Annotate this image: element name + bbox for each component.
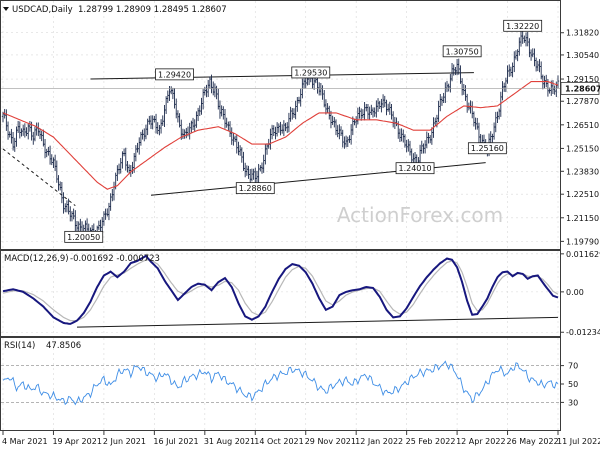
macd-trendlines: [76, 316, 559, 328]
price-level-label: 1.20050: [67, 233, 100, 242]
rsi-y-tick-label: 70: [568, 362, 578, 371]
price-y-tick-label: 1.26510: [566, 121, 599, 130]
price-level-box: [291, 66, 331, 79]
price-level-label: 1.28860: [239, 184, 272, 193]
price-annotations: 1.29420 1.29530 1.30750 1.32220 1.28860 1.240…: [64, 19, 543, 243]
x-tick-label: 16 Jul 2021: [153, 437, 198, 446]
x-tick-label: 19 Apr 2021: [52, 437, 101, 446]
x-axis: 4 Mar 2021 19 Apr 2021 2 Jun 2021 16 Jul 20…: [2, 431, 600, 446]
price-y-axis: 1.31820 1.30540 1.29150 1.27870 1.26510 1.251…: [1, 29, 600, 246]
macd-lines: [2, 254, 559, 325]
price-trendline: [90, 72, 474, 80]
macd-panel-frame: [0, 250, 561, 337]
price-level-label: 1.24010: [398, 164, 431, 173]
ohlc-values: 1.28799 1.28909 1.28495 1.28607: [78, 5, 227, 15]
price-level-label: 1.29420: [158, 70, 191, 79]
x-tick-label: 11 Jul 2022: [557, 437, 600, 446]
macd-label: MACD(12,26,9): [4, 254, 69, 264]
rsi-line: [2, 360, 559, 406]
price-y-tick-label: 1.19790: [566, 237, 599, 246]
rsi-y-tick-label: 50: [568, 380, 578, 389]
current-price-box: [560, 82, 600, 95]
price-y-tick-label: 1.30540: [566, 51, 599, 60]
price-level-label: 1.29530: [294, 68, 327, 77]
rsi-grid: [1, 338, 560, 430]
macd-grid: [1, 251, 560, 336]
price-level-label: 1.32220: [506, 22, 539, 31]
macd-values: -0.001692 -0.000723: [70, 254, 160, 264]
x-tick-label: 2 Jun 2021: [103, 437, 146, 446]
x-tick-label: 25 Feb 2022: [406, 437, 456, 446]
x-tick-label: 26 May 2022: [507, 437, 559, 446]
macd-y-tick-label: 0.011629: [566, 250, 600, 259]
price-level-box: [503, 19, 543, 32]
price-level-box: [155, 68, 194, 81]
macd-y-tick-label: 0.00: [566, 288, 584, 297]
symbol-menu-arrow-icon[interactable]: [3, 7, 9, 11]
x-tick-label: 12 Apr 2022: [456, 437, 505, 446]
price-level-label: 1.25160: [471, 144, 504, 153]
x-tick-label: 31 Aug 2021: [204, 437, 255, 446]
rsi-label: RSI(14): [4, 341, 35, 351]
watermark: ActionForex.com: [337, 203, 503, 227]
price-y-tick-label: 1.29150: [566, 75, 599, 84]
macd-y-tick-label: -0.012348: [566, 328, 600, 337]
rsi-y-axis: 70 50 30: [560, 362, 578, 407]
symbol-label: USDCAD,Daily: [12, 5, 73, 15]
price-level-box: [235, 182, 275, 195]
rsi-panel: 70 50 30 RSI(14) 47.8506: [0, 337, 578, 431]
price-y-tick-label: 1.27870: [566, 97, 599, 106]
rsi-lines: [2, 360, 559, 406]
macd-main-line: [2, 254, 559, 325]
price-y-tick-label: 1.22510: [566, 190, 599, 199]
price-panel: ActionForex.com 1.29420 1.295301.307501.3…: [0, 0, 600, 250]
current-price-label: 1.28607: [565, 84, 600, 93]
macd-panel: 0.011629 0.00 -0.012348 MACD(12,26,9) -0.0…: [0, 250, 600, 337]
macd-y-axis: 0.011629 0.00 -0.012348: [560, 250, 600, 337]
price-y-tick-label: 1.21150: [566, 214, 599, 223]
price-level-box: [467, 142, 507, 155]
rsi-y-tick-label: 30: [568, 398, 578, 407]
macd-signal-line: [2, 259, 559, 322]
price-level-box: [442, 45, 482, 58]
macd-trendline: [76, 316, 559, 328]
price-y-tick-label: 1.25150: [566, 144, 599, 153]
x-tick-label: 12 Jan 2022: [355, 437, 403, 446]
rsi-value: 47.8506: [46, 341, 81, 351]
price-level-box: [395, 162, 435, 175]
x-tick-label: 4 Mar 2021: [2, 437, 48, 446]
sma-line: [2, 81, 559, 190]
x-tick-label: 29 Nov 2021: [305, 437, 356, 446]
x-tick-label: 14 Oct 2021: [254, 437, 303, 446]
price-y-tick-label: 1.31820: [566, 29, 599, 38]
price-level-box: [64, 230, 104, 243]
price-y-tick-label: 1.23830: [566, 167, 599, 176]
price-level-label: 1.30750: [446, 47, 479, 56]
